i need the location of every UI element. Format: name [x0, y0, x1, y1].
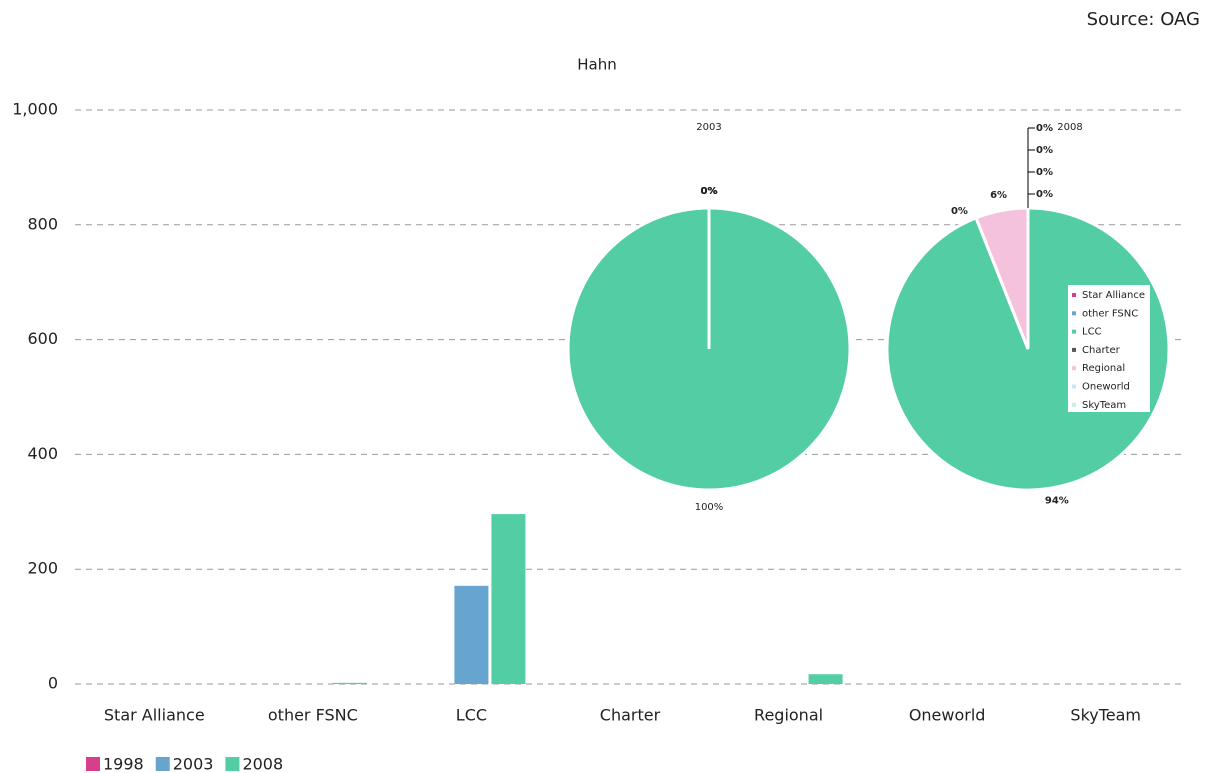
- bar: [454, 585, 489, 684]
- legend-swatch: [86, 757, 100, 771]
- y-tick-label: 1,000: [12, 100, 58, 119]
- legend-label: Charter: [1082, 345, 1121, 356]
- legend-swatch: [225, 757, 240, 771]
- legend-label: SkyTeam: [1082, 400, 1126, 411]
- pie-legend-box: [1068, 285, 1150, 412]
- legend-swatch: [1072, 384, 1076, 389]
- legend-label: 2008: [242, 755, 283, 773]
- legend-swatch: [155, 757, 170, 771]
- y-tick-label: 200: [27, 559, 58, 578]
- pie-label: 0%: [701, 186, 718, 197]
- legend-label: 2003: [173, 755, 214, 773]
- legend-swatch: [1072, 366, 1076, 371]
- y-tick-label: 400: [27, 444, 58, 463]
- pie-label: 0%: [701, 186, 718, 197]
- legend-label: Oneworld: [1082, 382, 1130, 393]
- y-tick-label: 800: [27, 214, 58, 233]
- pie-label: 0%: [701, 186, 718, 197]
- x-tick-label: Star Alliance: [104, 706, 205, 725]
- source: Source: OAG: [1087, 9, 1200, 30]
- pie-label: 0%: [701, 186, 718, 197]
- x-tick-label: Charter: [600, 706, 661, 725]
- pie-label: 0%: [1036, 145, 1053, 156]
- legend-swatch: [1072, 293, 1076, 297]
- pie-label: 0%: [951, 206, 968, 217]
- bar: [491, 514, 526, 684]
- legend-swatch: [1072, 347, 1076, 352]
- y-tick-label: 600: [27, 329, 58, 348]
- x-tick-label: Oneworld: [909, 706, 986, 725]
- pie-label: 0%: [1036, 167, 1053, 178]
- pie-title: 2003: [696, 122, 721, 133]
- legend-label: other FSNC: [1082, 308, 1138, 319]
- legend-label: LCC: [1082, 327, 1102, 338]
- legend-label: Star Alliance: [1082, 290, 1145, 301]
- x-tick-label: Regional: [754, 706, 823, 725]
- x-tick-label: LCC: [456, 706, 487, 725]
- pie-label: 94%: [1045, 495, 1069, 506]
- pie-label: 6%: [990, 190, 1007, 201]
- x-tick-label: SkyTeam: [1070, 706, 1141, 725]
- bar: [808, 674, 843, 684]
- pie-title: 2008: [1057, 122, 1082, 133]
- pie-label: 100%: [695, 502, 724, 513]
- legend-label: 1998: [103, 755, 144, 773]
- legend-swatch: [1072, 402, 1076, 407]
- legend-label: Regional: [1082, 363, 1125, 374]
- pie-label: 0%: [701, 186, 718, 197]
- pie-label: 0%: [1036, 189, 1053, 200]
- legend-swatch: [1072, 311, 1076, 316]
- legend-swatch: [1072, 329, 1076, 334]
- pie-label: 0%: [701, 186, 718, 197]
- x-tick-label: other FSNC: [268, 706, 358, 725]
- bar: [332, 682, 367, 684]
- y-tick-label: 0: [48, 674, 58, 693]
- chart-title: Hahn: [577, 56, 617, 74]
- pie-label: 0%: [1036, 123, 1053, 134]
